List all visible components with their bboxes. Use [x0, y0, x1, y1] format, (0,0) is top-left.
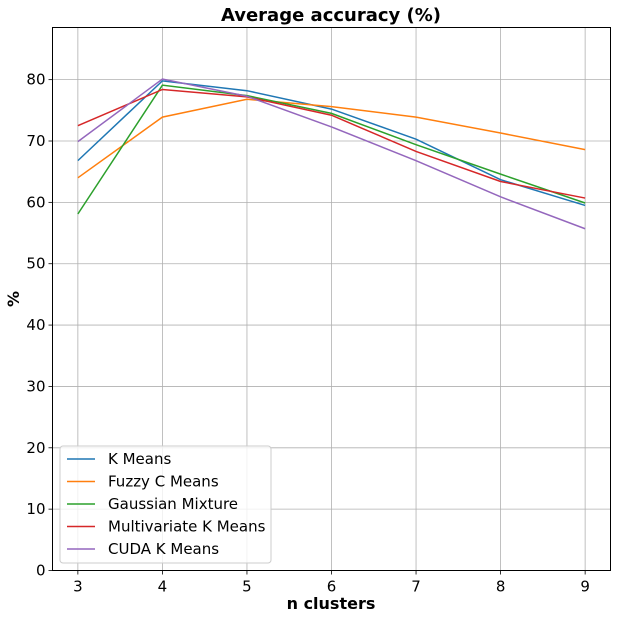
y-axis: 0 10 20 30 40 50 60 70 80 — [26, 71, 53, 580]
legend: K Means Fuzzy C Means Gaussian Mixture Mult… — [59, 445, 272, 564]
y-tick-label: 10 — [26, 500, 45, 518]
legend-label: Gaussian Mixture — [108, 495, 238, 513]
legend-box — [59, 445, 272, 564]
y-tick-label: 30 — [26, 377, 45, 395]
x-tick-label: 4 — [158, 578, 168, 596]
legend-label: CUDA K Means — [108, 540, 219, 558]
x-axis: 3 4 5 6 7 8 9 — [73, 570, 590, 596]
grid-lines — [52, 27, 611, 571]
y-tick-label: 0 — [36, 562, 46, 580]
y-tick-label: 40 — [26, 316, 45, 334]
series-line-cuda-k-means — [77, 78, 586, 230]
y-tick-label: 50 — [26, 255, 45, 273]
y-tick-label: 70 — [26, 132, 45, 150]
y-tick-label: 20 — [26, 439, 45, 457]
legend-label: Multivariate K Means — [108, 518, 266, 536]
series-line-fuzzy-c-means — [77, 98, 586, 179]
chart-title: Average accuracy (%) — [221, 5, 441, 26]
series-line-gaussian-mixture — [77, 84, 586, 215]
series-line-k-means — [77, 80, 586, 207]
y-tick-label: 60 — [26, 193, 45, 211]
series-line-multivariate-k-means — [77, 88, 586, 199]
legend-label: Fuzzy C Means — [108, 473, 219, 491]
x-tick-label: 7 — [411, 578, 421, 596]
y-axis-title: % — [4, 291, 23, 307]
series-lines — [77, 78, 586, 230]
legend-label: K Means — [108, 450, 171, 468]
x-axis-title: n clusters — [287, 594, 376, 613]
x-tick-label: 5 — [242, 578, 252, 596]
x-tick-label: 8 — [496, 578, 506, 596]
y-tick-label: 80 — [26, 71, 45, 89]
x-tick-label: 6 — [327, 578, 337, 596]
x-tick-label: 3 — [73, 578, 83, 596]
x-tick-label: 9 — [580, 578, 590, 596]
